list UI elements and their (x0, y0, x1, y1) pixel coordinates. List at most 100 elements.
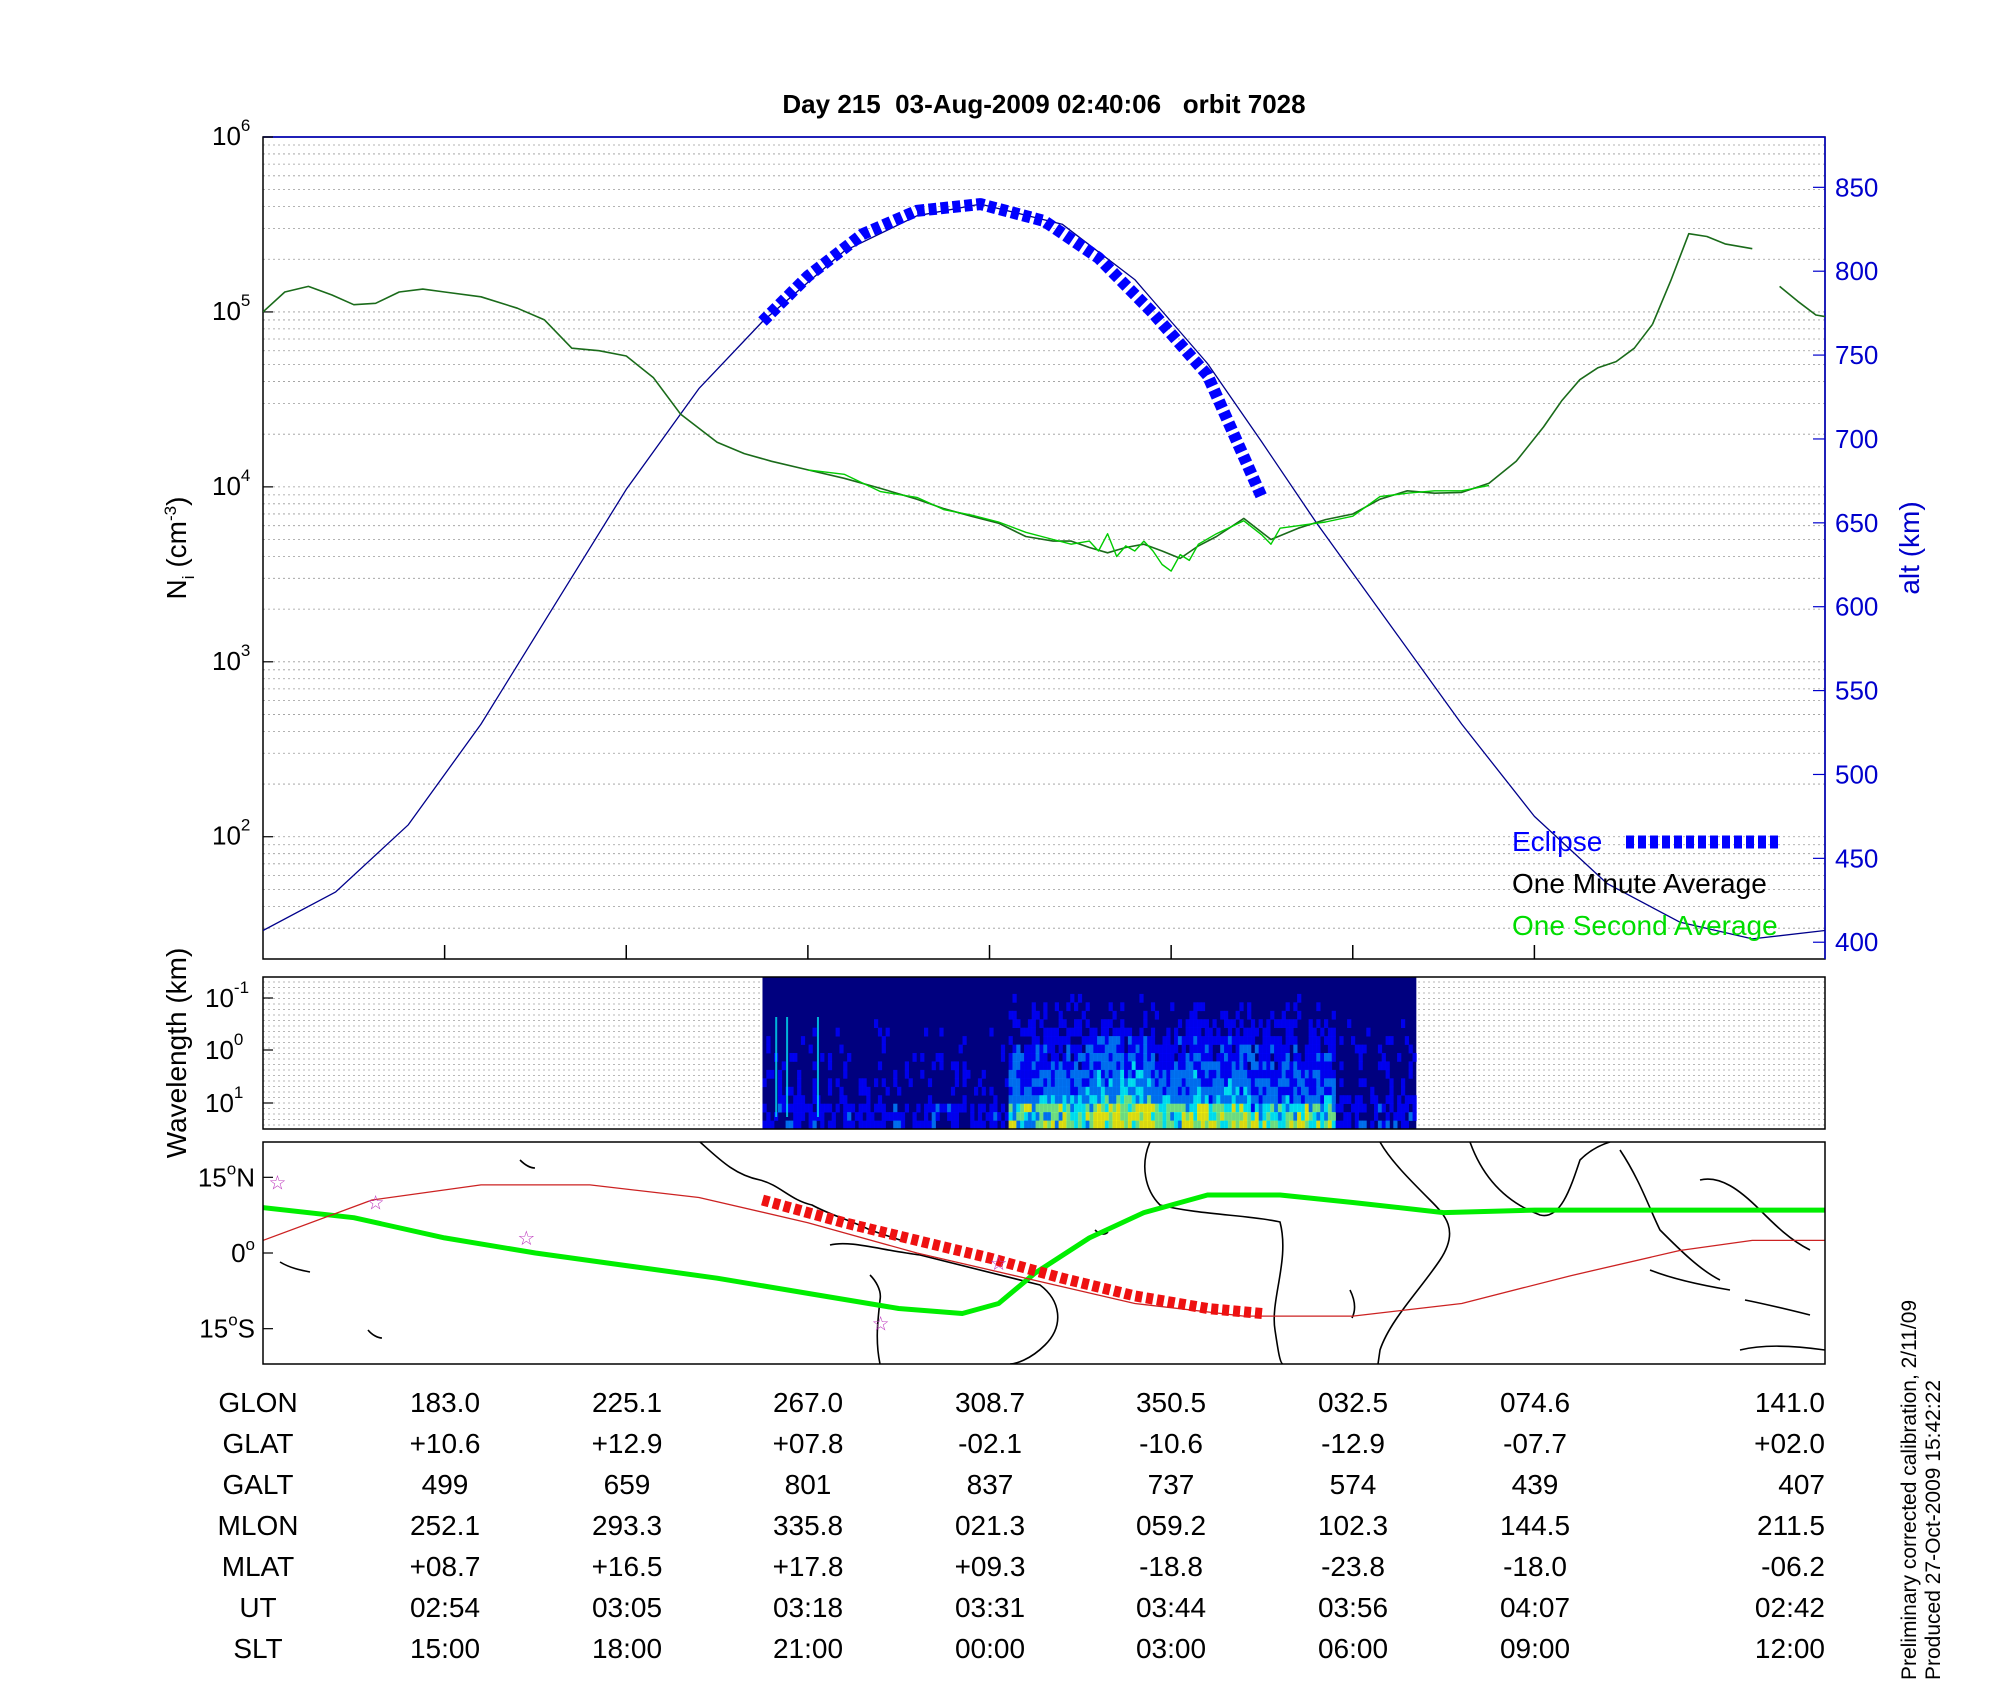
y2-tick-label: 750 (1835, 340, 1878, 370)
spectrogram-cell (1408, 1069, 1413, 1079)
spectrogram-cell (862, 1103, 867, 1113)
spectrogram-cell (1235, 1036, 1240, 1045)
spectrogram-cell (1174, 1036, 1179, 1045)
spectrogram-cell (1070, 1061, 1075, 1071)
legend-label-one-second: One Second Average (1512, 910, 1778, 941)
spectrogram-cell (1285, 1019, 1290, 1028)
spectrogram-cell (1193, 1078, 1198, 1088)
spectrogram-cell (966, 1069, 971, 1079)
spectrogram-cell (1235, 1095, 1240, 1104)
spectrogram-cell (958, 1103, 963, 1113)
spectrogram-cell (1027, 1061, 1033, 1071)
spectrogram-cell (1243, 1103, 1248, 1113)
spectrogram-cell (1397, 1095, 1402, 1104)
spectrogram-cell (1062, 1069, 1067, 1079)
spectrogram-cell (1000, 1103, 1006, 1113)
spectrogram-cell (1127, 1036, 1133, 1045)
spectrogram-cell (1004, 1078, 1009, 1088)
spectrogram-cell (1089, 1061, 1094, 1071)
spectrogram-cell (1243, 1053, 1248, 1062)
spectrogram-cell (1231, 1120, 1236, 1129)
spectrogram-cell (1293, 1053, 1298, 1062)
spectrogram-cell (1316, 1053, 1321, 1062)
spectrogram-cell (881, 1078, 886, 1088)
spectrogram-cell (1047, 1103, 1052, 1113)
spectrogram-cell (1058, 1120, 1063, 1129)
spectrogram-cell (1039, 1103, 1044, 1113)
coastline-southeast-asia (1619, 1149, 1721, 1281)
spectrogram-cell (1262, 1044, 1267, 1054)
spectrogram-cell (1216, 1112, 1221, 1121)
spectrogram-cell (1293, 1120, 1298, 1129)
spectrogram-cell (1127, 1053, 1133, 1062)
spectrogram-cell (1089, 1027, 1094, 1037)
magnetic-equator-line (263, 1192, 1825, 1316)
spectrogram-cell (1224, 1019, 1229, 1028)
spectrogram-cell (1104, 1103, 1109, 1113)
spectrogram-cell (1147, 1061, 1152, 1071)
spectrogram-cell (1039, 1019, 1044, 1028)
spectrogram-cell (1127, 1069, 1133, 1079)
spectrogram-cell (1224, 1078, 1229, 1088)
spectrogram-cell (1143, 1010, 1148, 1020)
spectrogram-cell (989, 1027, 994, 1037)
spectrogram-cell (1024, 1086, 1029, 1096)
spectrogram-cell (1089, 1053, 1094, 1062)
spectrogram-cell (1112, 1112, 1117, 1121)
wavelength-axis-label: Wavelength (km) (161, 948, 192, 1159)
spectrogram-cell (1331, 1120, 1336, 1129)
spectrogram-cell (1012, 1112, 1017, 1121)
spectrogram-cell (1243, 1095, 1248, 1104)
table-cell: 02:54 (410, 1592, 480, 1623)
spectrogram-cell (1020, 1053, 1025, 1062)
spectrogram-cell (1120, 1112, 1125, 1121)
spectrogram-cell (1081, 1120, 1086, 1129)
spectrogram-cell (1043, 1053, 1048, 1062)
spectrogram-cell (1304, 1120, 1309, 1129)
spectrogram-cell (793, 1103, 798, 1113)
spectrogram-cell (950, 1061, 956, 1071)
spectrogram-cell (1039, 1086, 1044, 1096)
y2-tick-label: 800 (1835, 256, 1878, 286)
spectrogram-cell (1320, 1069, 1325, 1079)
spectrogram-cell (1008, 1086, 1013, 1096)
spectrogram-cell (1220, 1120, 1225, 1129)
spectrogram-cell (1139, 1095, 1144, 1104)
spectrogram-cell (1301, 1103, 1306, 1113)
spectrogram-cell (1054, 1069, 1059, 1079)
spectrogram-cell (1112, 1036, 1117, 1045)
spectrogram-cell (1220, 1053, 1225, 1062)
spectrogram-cell (1116, 1036, 1121, 1045)
spectrogram-cell (1035, 1044, 1040, 1054)
spectrogram-cell (1097, 1053, 1102, 1062)
spectrogram-cell (1181, 1112, 1186, 1121)
spectrogram-cell (1227, 1069, 1233, 1079)
spectrogram-cell (893, 1069, 898, 1079)
spectrogram-cell (1047, 1036, 1052, 1045)
spectrogram-cell (1304, 1061, 1309, 1071)
spectrogram-cell (1254, 1061, 1259, 1071)
spectrogram-cell (1008, 1010, 1013, 1020)
spectrogram-cell (858, 1086, 863, 1096)
spectrogram-cell (943, 1103, 948, 1113)
spectrogram-cell (1224, 1086, 1229, 1096)
spectrogram-cell (1239, 1078, 1244, 1088)
star-marker: ☆ (269, 1170, 287, 1194)
spectrogram-cell (977, 1112, 983, 1121)
spectrogram-cell (1308, 1069, 1313, 1079)
y2-axis-label: alt (km) (1894, 501, 1925, 594)
spectrogram-cell (1285, 1036, 1290, 1045)
spectrogram-cell (1289, 1078, 1294, 1088)
spectrogram-cell (1227, 1103, 1233, 1113)
spectrogram-cell (766, 1069, 771, 1079)
spectrogram-cell (1262, 1120, 1267, 1129)
spectrogram-cell (1197, 1027, 1202, 1037)
spectrogram-cell (1093, 1053, 1098, 1062)
spectrogram-cell (1024, 1112, 1029, 1121)
spectrogram-cell (1031, 1095, 1036, 1104)
spectrogram-cell (1016, 1069, 1021, 1079)
spectrogram-cell (1100, 1120, 1106, 1129)
spectrogram-cell (1304, 1112, 1309, 1121)
spectrogram-cell (1320, 1112, 1325, 1121)
spectrogram-cell (1177, 1095, 1183, 1104)
